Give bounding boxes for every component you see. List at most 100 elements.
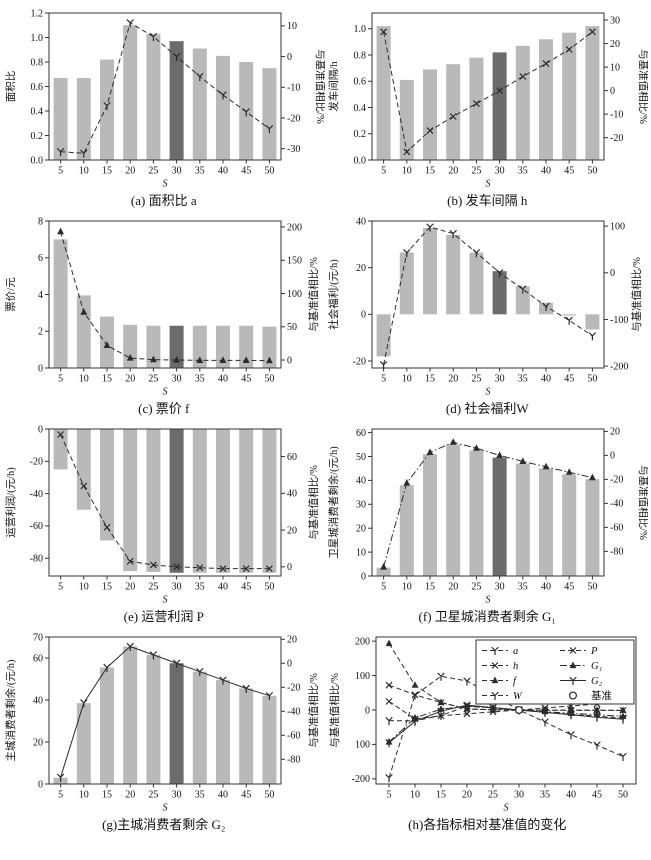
bar (469, 252, 484, 315)
bar (192, 325, 207, 368)
right-axis-label: 与基准值相比/% (630, 257, 643, 332)
bar (585, 26, 600, 160)
right-tick-label: 0 (287, 52, 292, 63)
x-tick-label: 45 (592, 790, 602, 801)
x-tick-label: 45 (241, 582, 251, 593)
marker-tri-down (242, 108, 250, 117)
x-tick-label: 5 (58, 582, 63, 593)
marker-tri-down (411, 717, 419, 726)
bar (400, 485, 415, 576)
marker-x (496, 87, 504, 95)
bar (215, 429, 230, 573)
marker-tri-up (56, 227, 64, 235)
x-tick-label: 30 (171, 166, 181, 177)
bar (146, 33, 161, 161)
bar (122, 324, 137, 368)
right-tick-label: 60 (287, 452, 297, 463)
marker-tri-up (380, 563, 388, 570)
right-tick-label: -100 (610, 315, 628, 326)
left-tick-label: 0.0 (30, 155, 43, 166)
marker-x (149, 561, 157, 569)
bar (262, 695, 277, 784)
bar (169, 429, 184, 573)
bar (539, 468, 554, 576)
legend-label: a (513, 646, 518, 657)
marker-tri-down (472, 249, 481, 258)
right-tick-label: -10 (610, 109, 623, 120)
right-axis-label: 与基准值相比/% (307, 257, 320, 332)
left-tick-label: 0.6 (30, 82, 43, 93)
left-tick-label: -200 (352, 774, 370, 785)
marker-tri-down (567, 711, 575, 720)
marker-tri-down (149, 651, 157, 660)
right-tick-label: -80 (287, 755, 300, 766)
bar (146, 654, 161, 784)
bar (192, 671, 207, 784)
bar (215, 325, 230, 368)
right-tick-label: -200 (610, 361, 628, 372)
left-tick-label: -40 (29, 489, 42, 500)
marker-tri-down (380, 361, 388, 370)
caption-a: (a) 面积比 a (130, 193, 197, 208)
marker-x (542, 60, 550, 67)
chart-social-welfare: 40 20 0 -20 100 0 -100 -200 5 10 15 20 25 30 35 40 45 50 S… (327, 216, 643, 397)
x-tick-label: 5 (58, 790, 63, 801)
x-axis-label: S (162, 179, 167, 190)
x-tick-label: 15 (436, 790, 446, 801)
marker-tri-up (589, 473, 597, 481)
marker-tri-up (411, 681, 419, 688)
right-tick-label: 100 (287, 289, 302, 300)
right-tick-label: -40 (610, 499, 623, 510)
marker-x (103, 523, 111, 531)
caption-h: (h)各指标相对基准值的变化 (408, 817, 567, 832)
left-tick-label: 0.6 (354, 77, 367, 88)
marker-x (80, 482, 87, 490)
bar (192, 48, 207, 160)
right-axis-label: 与基准值相比/% (307, 465, 320, 540)
right-tick-label: 0 (610, 451, 615, 462)
marker-tri-down (265, 691, 273, 701)
marker-tri-down (491, 691, 499, 700)
marker-tri-down (593, 713, 601, 722)
left-tick-label: 50 (356, 452, 366, 463)
x-tick-label: 10 (402, 582, 412, 593)
plot-frame (48, 636, 282, 785)
bar (585, 479, 600, 576)
x-tick-label: 50 (264, 582, 274, 593)
bar (423, 69, 438, 160)
right-tick-label: 20 (610, 427, 620, 438)
x-tick-label: 35 (195, 790, 205, 801)
marker-tri-down (172, 659, 181, 668)
left-tick-label: 0.2 (30, 131, 43, 142)
x-tick-label: 25 (472, 374, 482, 385)
caption-f: (f) 卫星城消费者剩余 G₁ (418, 609, 556, 624)
right-tick-label: 0 (610, 86, 615, 97)
panel-g: 0 20 40 60 70 20 0 -20 -40 -60 -80 5 10 15 20 25 30 35 40 4… (2, 628, 326, 835)
x-tick-label: 15 (102, 374, 112, 385)
right-tick-label: -20 (287, 113, 300, 124)
chart-h: 200 100 0 100 -200 5 10 15 20 25 30 35 40 45 50 S 与基准值相比… (328, 636, 637, 814)
marker-tri-down (541, 708, 549, 717)
plot-frame (375, 636, 637, 785)
x-tick-label: 20 (462, 790, 472, 801)
marker-tri-down (219, 676, 227, 685)
panel-c: 0 2 4 6 8 200 150 100 50 0 5 10 15 20 25 30 35 40 45 50 S 票价/… (2, 212, 326, 419)
panel-f: 0 10 20 30 40 50 60 20 0 -20 -40 -60 -80 5 10 15 20 25 30 3… (326, 420, 650, 627)
x-tick-label: 15 (425, 582, 435, 593)
marker-tri-down (519, 285, 527, 294)
x-tick-label: 10 (402, 166, 412, 177)
left-axis-label: 发车间隔/h (327, 61, 340, 112)
right-axis-label: 与基准值相比/% (314, 49, 325, 124)
x-tick-label: 5 (387, 790, 392, 801)
left-tick-label: 0.4 (354, 103, 367, 114)
left-tick-label: 1.0 (354, 24, 367, 35)
legend-label: W (513, 691, 523, 702)
bar (516, 463, 531, 576)
x-tick-label: 50 (618, 790, 628, 801)
marker-tri-down (437, 672, 445, 681)
right-tick-label: 0 (287, 562, 292, 573)
marker-tri-up (265, 356, 273, 364)
marker-x (437, 699, 445, 707)
x-tick-label: 40 (218, 374, 228, 385)
x-tick-label: 35 (195, 166, 205, 177)
